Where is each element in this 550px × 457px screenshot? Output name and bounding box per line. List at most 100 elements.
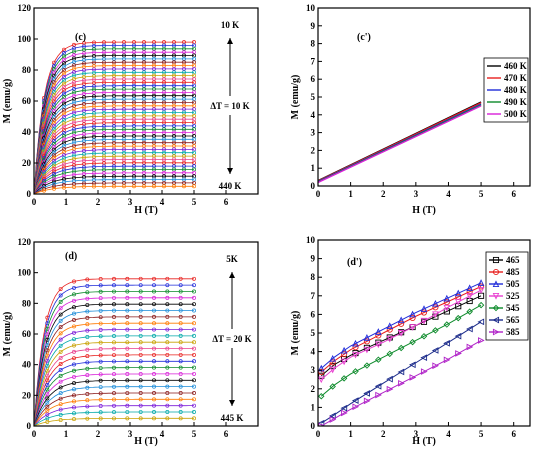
mh-marker <box>45 416 50 421</box>
marker-485 <box>443 299 450 306</box>
mh-marker <box>138 346 143 351</box>
mh-marker <box>58 396 63 401</box>
mh-marker <box>182 184 186 189</box>
mh-marker <box>112 295 116 300</box>
mh-marker <box>58 312 63 317</box>
panel-1: 0 1 2 3 4 5 6 0 1 2 3 4 5 6 7 8 9 10 H (T) M (emu/g) (c') 460… <box>290 3 531 216</box>
mh-curve <box>34 175 194 194</box>
mh-marker <box>165 340 170 345</box>
marker-525 <box>386 335 394 343</box>
mh-marker <box>85 315 90 320</box>
y-tick-label: 80 <box>22 65 32 75</box>
mh-marker <box>85 373 90 378</box>
legend-marker <box>492 328 500 336</box>
mh-marker <box>152 384 156 389</box>
legend-marker <box>492 256 500 264</box>
mh-marker <box>58 325 63 330</box>
x-axis-title: H (T) <box>134 436 158 447</box>
mh-curve <box>34 75 194 194</box>
mh-marker <box>58 343 63 348</box>
x-tick-label: 2 <box>96 197 101 207</box>
mh-curve <box>34 132 194 194</box>
mh-curve <box>34 360 194 426</box>
mh-marker <box>152 365 156 370</box>
marker-565 <box>363 390 370 397</box>
mh-marker <box>178 276 183 281</box>
mh-marker <box>58 407 63 412</box>
mh-curve <box>34 51 194 194</box>
panel-label: (c) <box>75 32 86 43</box>
mh-marker <box>52 156 56 160</box>
mh-marker <box>58 385 63 390</box>
y-tick-label: 120 <box>18 237 32 247</box>
mh-marker <box>192 410 196 414</box>
mh-marker <box>152 302 156 307</box>
mh-marker <box>165 397 170 402</box>
annotation-top: 10 K <box>221 20 239 30</box>
marker-465 <box>318 372 325 379</box>
marker-485 <box>318 369 325 376</box>
mh-marker <box>82 184 86 189</box>
mh-marker <box>98 327 103 332</box>
y-tick-label: 3 <box>311 128 316 138</box>
mh-curve <box>34 316 194 426</box>
mh-marker <box>72 343 76 348</box>
marker-505 <box>375 328 382 335</box>
mh-marker <box>178 403 183 408</box>
mh-marker <box>178 352 183 357</box>
mh-curve <box>34 85 194 194</box>
mh-curve <box>34 329 194 426</box>
marker-525 <box>318 376 325 384</box>
mh-marker <box>98 372 103 377</box>
marker-485 <box>386 326 393 333</box>
mh-marker <box>72 285 76 290</box>
legend-label: 545 <box>506 303 520 313</box>
mh-marker <box>138 295 143 300</box>
mh-marker <box>58 318 63 323</box>
mh-marker <box>125 276 130 281</box>
marker-505 <box>386 322 394 329</box>
legend-label: 565 <box>506 315 520 325</box>
mh-marker <box>178 321 183 326</box>
x-tick-label: 6 <box>511 189 516 199</box>
mh-curve <box>34 162 194 194</box>
mh-marker <box>172 184 176 189</box>
mh-marker <box>98 340 103 345</box>
mh-marker <box>165 314 170 319</box>
mh-marker <box>85 335 90 339</box>
mh-marker <box>152 327 156 332</box>
mh-marker <box>165 276 170 281</box>
mh-marker <box>98 277 103 281</box>
y-tick-label: 9 <box>311 254 316 264</box>
mh-marker <box>98 321 103 326</box>
annotation-middle: ΔT = 20 K <box>212 334 251 344</box>
y-tick-label: 4 <box>311 110 316 120</box>
mh-marker <box>58 418 63 422</box>
x-axis-title: H (T) <box>412 205 436 216</box>
mh-curve <box>34 392 194 426</box>
marker-485 <box>363 338 370 345</box>
mh-marker <box>165 371 170 376</box>
mh-curve <box>34 303 194 426</box>
mh-marker <box>125 333 130 338</box>
marker-545 <box>409 338 416 346</box>
mh-marker <box>192 302 196 307</box>
mh-marker <box>152 321 156 326</box>
mh-marker <box>58 331 63 336</box>
mh-marker <box>152 397 156 402</box>
x-tick-label: 2 <box>381 189 386 199</box>
y-tick-label: 3 <box>311 365 316 375</box>
y-tick-label: 8 <box>311 39 316 49</box>
marker-585 <box>466 343 474 351</box>
x-tick-label: 1 <box>348 429 353 439</box>
mh-marker <box>98 410 103 415</box>
mh-marker <box>178 365 183 370</box>
mh-curve <box>34 81 194 194</box>
mh-marker <box>112 416 116 421</box>
mh-marker <box>152 333 156 338</box>
marker-505 <box>409 310 416 318</box>
mh-curve <box>34 386 194 426</box>
marker-545 <box>386 350 393 358</box>
mh-marker <box>98 334 103 339</box>
